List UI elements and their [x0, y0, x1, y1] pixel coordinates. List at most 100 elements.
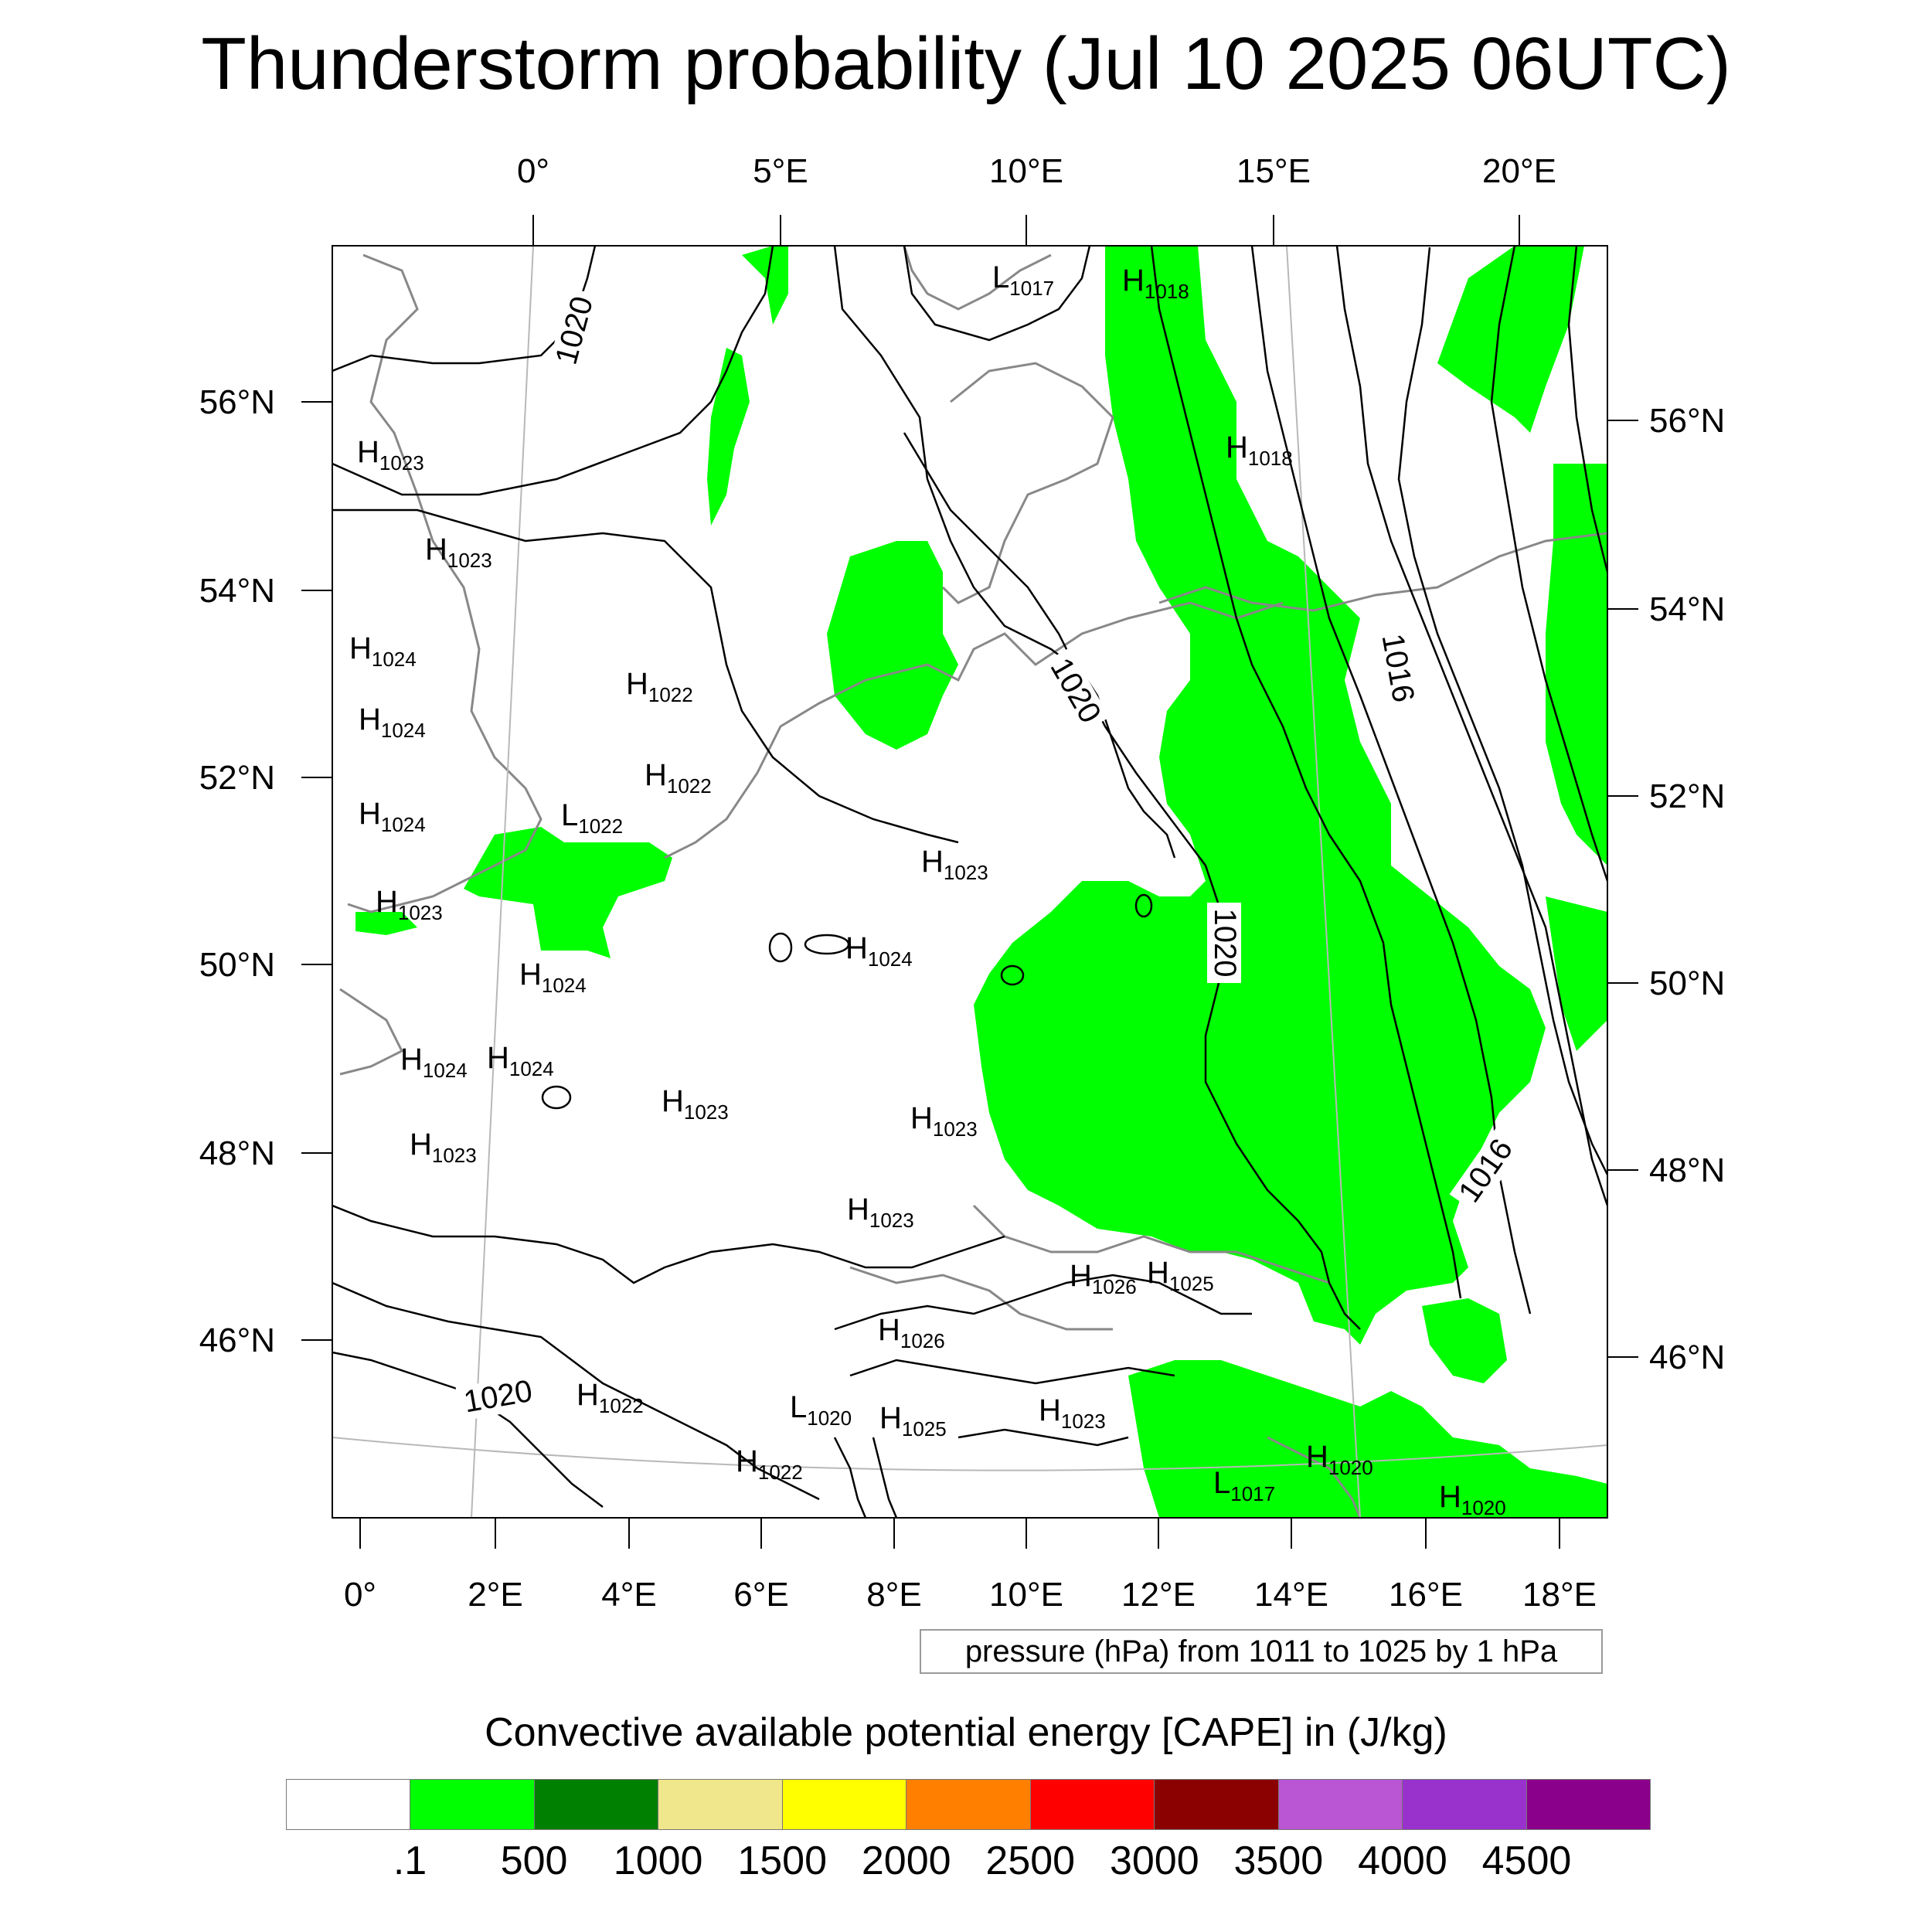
coast-denmark	[941, 362, 1114, 604]
cape-area-channel-west	[355, 912, 417, 935]
coast-baltic-south	[1158, 532, 1607, 612]
isobar-1015	[1490, 246, 1607, 882]
colorbar-cell	[1155, 1780, 1279, 1829]
pressure-center: H1024	[359, 702, 426, 742]
right-lat-label: 52°N	[1649, 777, 1725, 815]
isobar-1020-north	[903, 246, 1091, 342]
left-lat-label: 48°N	[199, 1134, 275, 1172]
left-lat-label: 50°N	[199, 946, 275, 984]
isobar-alps-5	[957, 1428, 1129, 1447]
colorbar-cell	[1526, 1780, 1650, 1829]
cape-area-alps-south	[1128, 1360, 1607, 1518]
colorbar-label: .1	[393, 1838, 427, 1883]
border-central	[972, 1204, 1330, 1284]
isobar-1022-west	[332, 509, 959, 844]
isobar-south-2	[332, 1281, 820, 1501]
cape-areas	[355, 246, 1607, 1518]
pressure-center: H1024	[487, 1041, 554, 1080]
coast-uk-east	[347, 253, 543, 913]
colorbar-label: 500	[500, 1838, 568, 1883]
isobar-1020-center	[903, 432, 1361, 1330]
cape-area-north-sea-germany	[827, 541, 958, 750]
top-lon-labels: 0° 5°E 10°E 15°E 20°E	[517, 152, 1556, 190]
pressure-center: H1020	[1306, 1440, 1373, 1479]
colorbar-label: 4500	[1481, 1838, 1572, 1883]
left-lat-labels: 56°N 54°N 52°N 50°N 48°N 46°N	[199, 383, 275, 1359]
coast-italy-north	[1267, 1436, 1362, 1518]
cape-area-right-middle	[1546, 464, 1607, 866]
colorbar-label: 4000	[1358, 1838, 1447, 1883]
small-contour-3	[1134, 893, 1153, 918]
coast-france-west	[339, 988, 404, 1076]
cape-area-right-top	[1437, 246, 1584, 433]
pressure-center: H1023	[1039, 1393, 1106, 1433]
cape-area-top-center	[742, 246, 788, 325]
isobar-1021-west	[332, 246, 774, 496]
bottom-lon-label: 10°E	[989, 1576, 1063, 1614]
colorbar-cell	[1030, 1780, 1155, 1829]
pressure-center: H1024	[359, 797, 426, 836]
cape-area-right-low	[1546, 896, 1607, 1051]
left-lat-label: 54°N	[199, 572, 275, 610]
right-lat-label: 50°N	[1649, 964, 1725, 1002]
pressure-center: H1024	[349, 631, 417, 671]
colorbar-cell	[1403, 1780, 1527, 1829]
coast-sweden	[903, 246, 1052, 311]
pressure-center: L1020	[790, 1390, 852, 1430]
bottom-lon-label: 12°E	[1121, 1576, 1196, 1614]
pressure-center: H1023	[376, 885, 443, 924]
colorbar-cell	[410, 1780, 535, 1829]
pressure-center: H1022	[736, 1444, 803, 1484]
right-lat-label: 56°N	[1649, 402, 1725, 440]
bottom-lon-label: 4°E	[601, 1576, 656, 1614]
right-lat-label: 46°N	[1649, 1338, 1725, 1376]
pressure-center: H1024	[845, 931, 913, 971]
bottom-lon-label: 16°E	[1389, 1576, 1463, 1614]
colorbar-label: 3000	[1109, 1838, 1199, 1883]
pressure-center: L1022	[561, 798, 623, 838]
colorbar	[286, 1779, 1651, 1830]
cape-area-north-sea-strip	[707, 348, 750, 526]
pressure-centers: L1017 H1018 H1023 H1018 H1023 H1024 H102…	[349, 260, 1506, 1519]
small-contour-1	[768, 932, 793, 963]
coastlines	[339, 246, 1607, 1518]
pressure-info-box: pressure (hPa) from 1011 to 1025 by 1 hP…	[920, 1629, 1603, 1674]
top-lon-label: 20°E	[1482, 152, 1556, 190]
isobar-south-1	[332, 1204, 1005, 1284]
colorbar-cell	[658, 1780, 783, 1829]
pressure-center: H1025	[879, 1401, 947, 1440]
isobar-1020-west	[332, 246, 597, 372]
pressure-center: H1022	[626, 667, 693, 706]
small-contours	[541, 893, 1153, 1110]
pressure-center: H1022	[645, 758, 712, 798]
pressure-center: H1023	[410, 1128, 477, 1167]
cape-area-east-germany-poland	[974, 246, 1546, 1345]
isobar-alps-1	[834, 1274, 1252, 1331]
pressure-center: H1026	[878, 1313, 945, 1352]
bottom-lon-label: 2°E	[468, 1576, 522, 1614]
isobar-1019	[833, 246, 1176, 859]
left-lat-label: 46°N	[199, 1321, 275, 1359]
pressure-center: H1023	[847, 1192, 914, 1232]
top-lon-label: 0°	[517, 152, 549, 190]
pressure-center: H1025	[1147, 1256, 1214, 1295]
isobar-alps-2	[849, 1359, 1175, 1385]
small-contour-2	[804, 934, 850, 955]
pressure-center: H1023	[910, 1101, 978, 1141]
left-lat-label: 52°N	[199, 759, 275, 797]
top-lon-label: 5°E	[753, 152, 808, 190]
colorbar-label: 1500	[737, 1838, 828, 1883]
parallel-45n	[332, 1437, 1607, 1471]
bottom-lon-label: 0°	[344, 1576, 376, 1614]
colorbar-cell	[534, 1780, 659, 1829]
border-alps	[849, 1266, 1113, 1331]
colorbar-cell	[1278, 1780, 1403, 1829]
isobar-1017-b	[1335, 246, 1607, 1206]
bottom-lon-label: 8°E	[866, 1576, 921, 1614]
colorbar-label: 3500	[1233, 1838, 1324, 1883]
pressure-center: H1026	[1070, 1259, 1137, 1298]
pressure-center: L1017	[1213, 1466, 1275, 1505]
bottom-lon-label: 18°E	[1522, 1576, 1597, 1614]
small-contour-5	[541, 1085, 572, 1110]
